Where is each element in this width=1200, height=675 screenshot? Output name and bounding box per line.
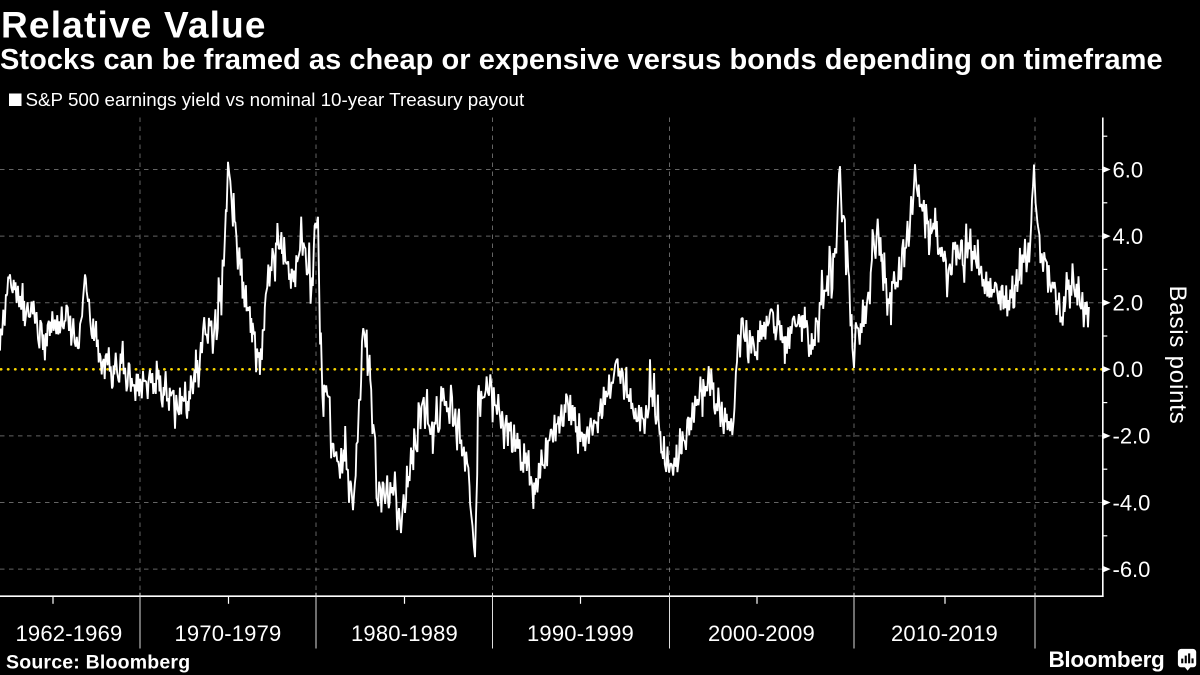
svg-text:2010-2019: 2010-2019 (891, 621, 998, 646)
svg-text:1990-1999: 1990-1999 (527, 621, 634, 646)
svg-text:4.0: 4.0 (1113, 224, 1144, 249)
svg-text:0.0: 0.0 (1113, 357, 1144, 382)
svg-text:1970-1979: 1970-1979 (174, 621, 281, 646)
svg-text:Relative Value: Relative Value (1, 5, 267, 46)
svg-text:-2.0: -2.0 (1113, 424, 1151, 449)
svg-text:1980-1989: 1980-1989 (351, 621, 458, 646)
svg-text:Basis points: Basis points (1164, 286, 1191, 425)
svg-text:6.0: 6.0 (1113, 157, 1144, 182)
svg-text:S&P 500 earnings yield vs nomi: S&P 500 earnings yield vs nominal 10-yea… (26, 89, 525, 110)
svg-text:-6.0: -6.0 (1113, 557, 1151, 582)
svg-text:Stocks can be framed as cheap: Stocks can be framed as cheap or expensi… (0, 44, 1163, 76)
svg-text:Source: Bloomberg: Source: Bloomberg (6, 652, 190, 674)
svg-text:2.0: 2.0 (1113, 291, 1144, 316)
svg-text:2000-2009: 2000-2009 (708, 621, 815, 646)
svg-text:1962-1969: 1962-1969 (15, 621, 122, 646)
svg-text:Bloomberg: Bloomberg (1048, 647, 1164, 672)
svg-text:-4.0: -4.0 (1113, 490, 1151, 515)
